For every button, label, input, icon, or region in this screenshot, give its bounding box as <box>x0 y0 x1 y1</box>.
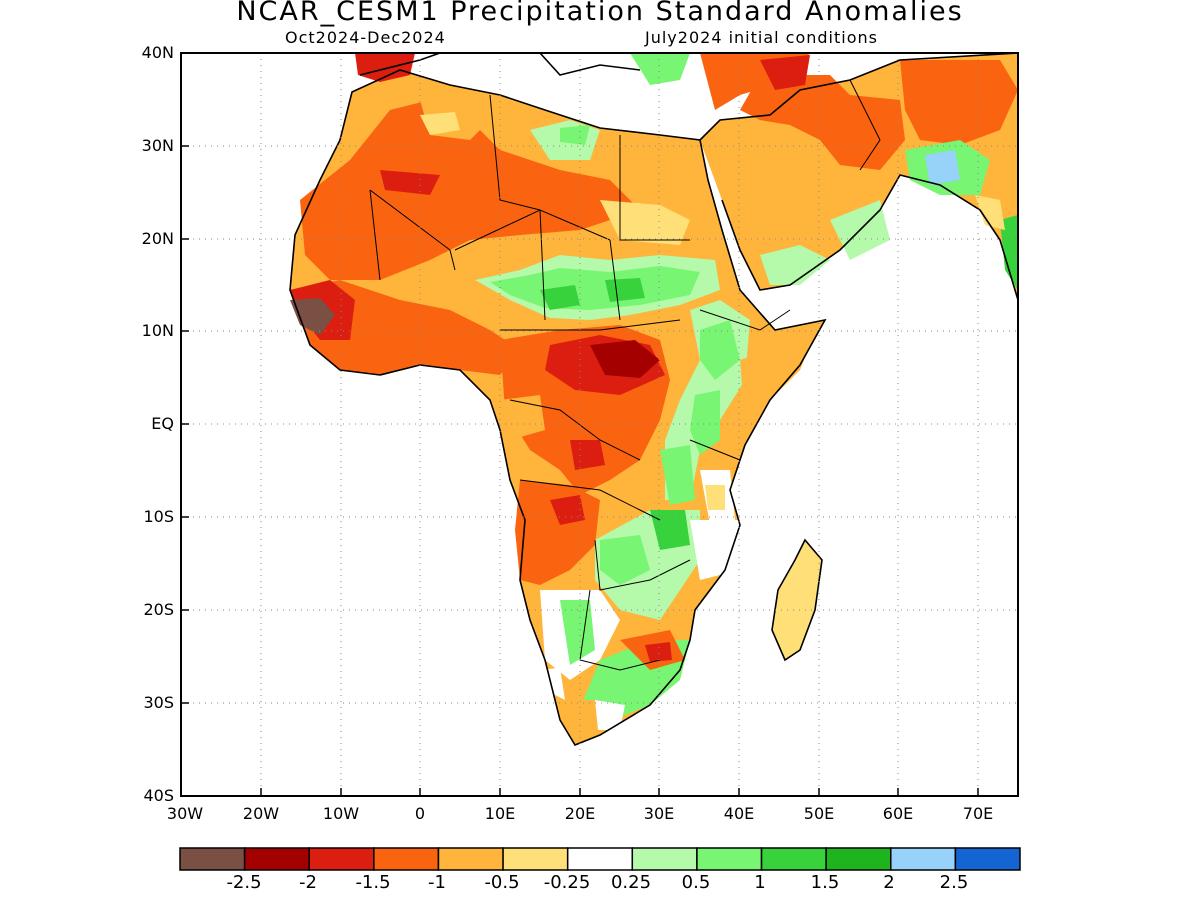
colorbar-label: -1.5 <box>355 872 391 893</box>
colorbar-swatch <box>437 847 504 871</box>
lon-label: 30E <box>643 804 675 823</box>
colorbar-swatch <box>243 847 310 871</box>
colorbar-swatch <box>890 847 957 871</box>
colorbar <box>179 847 1021 871</box>
lon-label: 70E <box>962 804 994 823</box>
lat-label: 40S <box>143 786 174 805</box>
colorbar-label: -2 <box>299 872 317 893</box>
lon-label: 10E <box>484 804 516 823</box>
colorbar-swatch <box>179 847 246 871</box>
forecast-period: Oct2024-Dec2024 <box>285 28 446 47</box>
initial-conditions: July2024 initial conditions <box>645 28 878 47</box>
colorbar-swatch <box>696 847 763 871</box>
colorbar-label: 2 <box>883 872 895 893</box>
colorbar-label: 1.5 <box>810 872 840 893</box>
anomaly-field <box>290 53 1018 745</box>
colorbar-label: -0.25 <box>543 872 591 893</box>
lat-label: EQ <box>151 414 174 433</box>
lat-label: 10S <box>143 507 174 526</box>
colorbar-label: 0.25 <box>610 872 652 893</box>
map-title: NCAR_CESM1 Precipitation Standard Anomal… <box>236 0 964 27</box>
lat-label: 20N <box>141 229 174 248</box>
colorbar-swatch <box>825 847 892 871</box>
lat-label: 30N <box>141 136 174 155</box>
lat-label: 30S <box>143 693 174 712</box>
lat-label: 40N <box>141 43 174 62</box>
colorbar-label: 0.5 <box>681 872 711 893</box>
lon-label: 20E <box>564 804 596 823</box>
colorbar-swatch <box>631 847 698 871</box>
colorbar-swatch <box>954 847 1021 871</box>
colorbar-label: 1 <box>754 872 766 893</box>
lon-label: 30W <box>166 804 204 823</box>
lon-label: 20W <box>242 804 280 823</box>
lon-label: 40E <box>723 804 755 823</box>
colorbar-label: -1 <box>428 872 446 893</box>
colorbar-swatch <box>502 847 569 871</box>
colorbar-swatch <box>373 847 440 871</box>
colorbar-label: 2.5 <box>939 872 969 893</box>
lon-label: 50E <box>803 804 835 823</box>
colorbar-swatch <box>760 847 827 871</box>
lon-label: 10W <box>322 804 360 823</box>
country-borders <box>369 79 881 671</box>
colorbar-label: -2.5 <box>226 872 262 893</box>
colorbar-swatch <box>566 847 634 871</box>
lon-label: 60E <box>882 804 914 823</box>
axis-ticks <box>180 52 979 797</box>
colorbar-swatch <box>308 847 375 871</box>
madagascar <box>772 540 822 660</box>
lat-label: 10N <box>141 321 174 340</box>
lat-label: 20S <box>143 600 174 619</box>
colorbar-label: -0.5 <box>484 872 520 893</box>
lon-label: 0 <box>414 804 426 823</box>
